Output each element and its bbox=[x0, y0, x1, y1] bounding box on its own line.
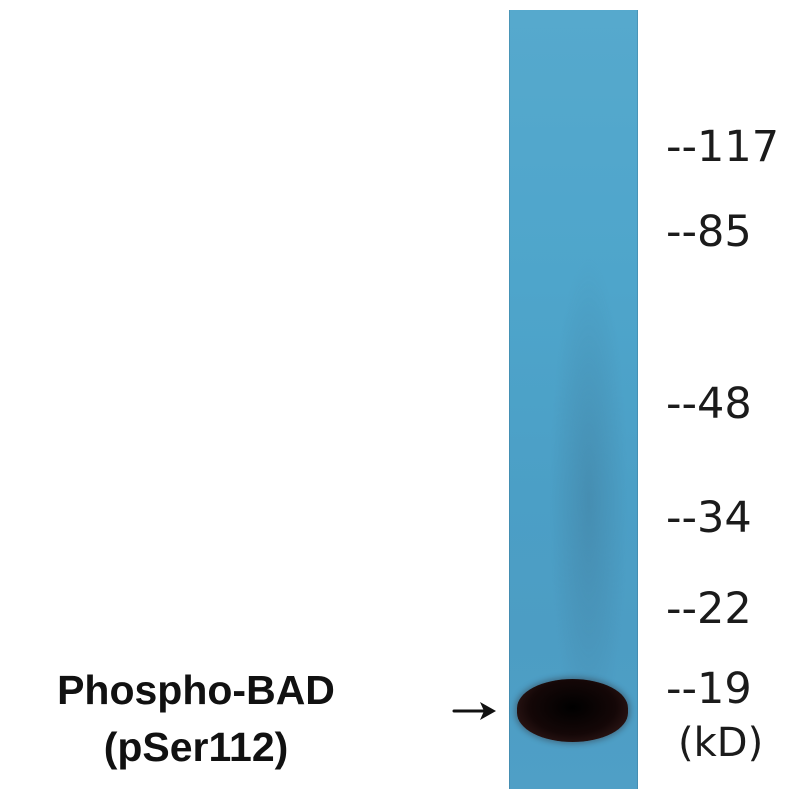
marker-22: --22 bbox=[666, 584, 752, 634]
phospho-site: (pSer112) bbox=[103, 724, 289, 770]
marker-85: --85 bbox=[666, 207, 752, 257]
marker-117: --117 bbox=[666, 122, 780, 172]
unit-label: (kD) bbox=[678, 720, 764, 766]
protein-band bbox=[517, 679, 628, 742]
marker-19: --19 bbox=[666, 664, 752, 714]
marker-34: --34 bbox=[666, 493, 752, 543]
blot-lane bbox=[509, 10, 638, 789]
protein-name: Phospho-BAD bbox=[57, 667, 335, 713]
marker-48: --48 bbox=[666, 379, 752, 429]
arrow-right-icon bbox=[452, 702, 496, 720]
